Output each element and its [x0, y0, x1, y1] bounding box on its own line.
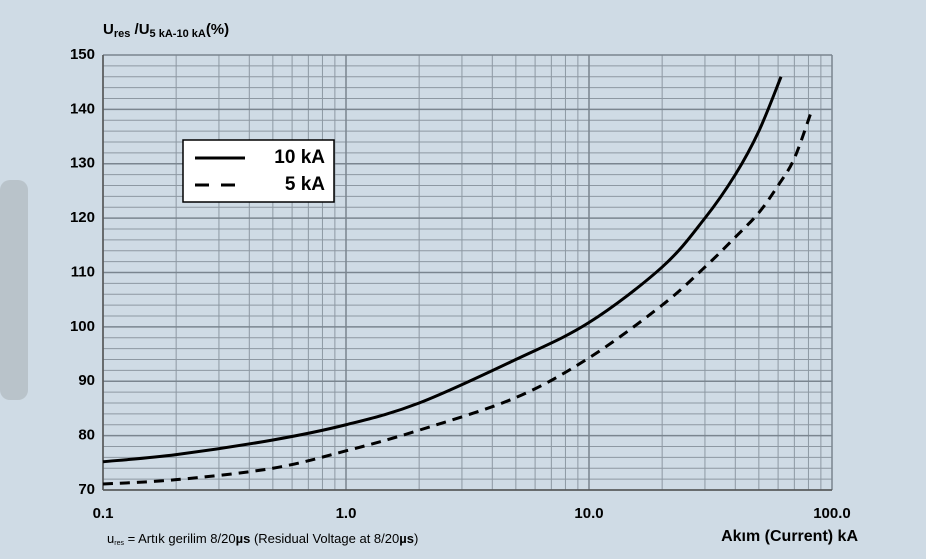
y-tick-label: 90 — [78, 372, 95, 389]
note-part: µs — [399, 531, 414, 546]
y-tick-label: 100 — [70, 318, 95, 335]
legend-box — [182, 139, 335, 203]
y-label-part: (%) — [206, 21, 229, 38]
y-tick-label: 140 — [70, 100, 95, 117]
line — [102, 108, 814, 486]
line — [102, 76, 783, 464]
note-part: (Residual Voltage at 8/20 — [250, 531, 399, 546]
y-label-part: /U — [130, 21, 149, 38]
y-tick-label: 130 — [70, 155, 95, 172]
footnote: ures = Artık gerilim 8/20µs (Residual Vo… — [107, 531, 418, 546]
note-part: res — [114, 540, 124, 547]
x-tick-label: 1.0 — [336, 505, 357, 522]
x-tick-label: 0.1 — [93, 505, 114, 522]
y-tick-label: 80 — [78, 427, 95, 444]
y-label-subscript: res — [114, 28, 131, 40]
y-tick-label: 70 — [78, 481, 95, 498]
y-tick-label: 120 — [70, 209, 95, 226]
y-tick-label: 150 — [70, 46, 95, 63]
note-part: ) — [414, 531, 418, 546]
note-part: u — [107, 531, 114, 546]
y-tick-label: 110 — [71, 263, 95, 280]
y-label-subscript: 5 kA-10 kA — [150, 28, 206, 40]
x-tick-label: 10.0 — [574, 505, 603, 522]
x-axis-label: Akım (Current) kA — [721, 528, 858, 545]
x-tick-label: 100.0 — [813, 505, 851, 522]
note-part: = Artık gerilim 8/20 — [124, 531, 236, 546]
legend-label: 5 kA — [285, 174, 325, 195]
photo-fragment — [0, 180, 28, 400]
y-label-part: U — [103, 21, 114, 38]
legend-label: 10 kA — [274, 147, 325, 168]
note-part: µs — [236, 531, 251, 546]
y-axis-label: Ures /U5 kA-10 kA(%) — [103, 21, 229, 40]
